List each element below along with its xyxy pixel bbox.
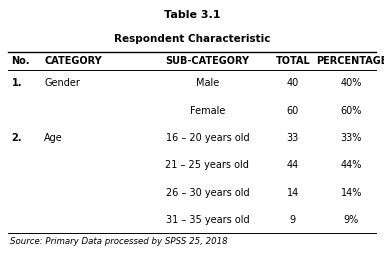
- Text: Female: Female: [190, 106, 225, 116]
- Text: Male: Male: [196, 78, 219, 88]
- Text: SUB-CATEGORY: SUB-CATEGORY: [166, 56, 249, 66]
- Text: 14%: 14%: [341, 188, 362, 198]
- Text: 40%: 40%: [341, 78, 362, 88]
- Text: 14: 14: [287, 188, 299, 198]
- Text: 33%: 33%: [341, 133, 362, 143]
- Text: 1.: 1.: [12, 78, 22, 88]
- Text: 2.: 2.: [12, 133, 22, 143]
- Text: Age: Age: [44, 133, 63, 143]
- Text: 33: 33: [287, 133, 299, 143]
- Text: Gender: Gender: [44, 78, 80, 88]
- Text: TOTAL: TOTAL: [275, 56, 310, 66]
- Text: 44%: 44%: [341, 160, 362, 170]
- Text: CATEGORY: CATEGORY: [44, 56, 102, 66]
- Text: 9%: 9%: [344, 215, 359, 225]
- Text: Table 3.1: Table 3.1: [164, 10, 220, 20]
- Text: 60%: 60%: [341, 106, 362, 116]
- Text: 31 – 35 years old: 31 – 35 years old: [166, 215, 249, 225]
- Text: 40: 40: [287, 78, 299, 88]
- Text: PERCENTAGE: PERCENTAGE: [316, 56, 384, 66]
- Text: Respondent Characteristic: Respondent Characteristic: [114, 34, 270, 44]
- Text: 21 – 25 years old: 21 – 25 years old: [166, 160, 249, 170]
- Text: 26 – 30 years old: 26 – 30 years old: [166, 188, 249, 198]
- Text: 44: 44: [287, 160, 299, 170]
- Text: 9: 9: [290, 215, 296, 225]
- Text: 16 – 20 years old: 16 – 20 years old: [166, 133, 249, 143]
- Text: Source: Primary Data processed by SPSS 25, 2018: Source: Primary Data processed by SPSS 2…: [10, 237, 227, 246]
- Text: 60: 60: [287, 106, 299, 116]
- Text: No.: No.: [12, 56, 30, 66]
